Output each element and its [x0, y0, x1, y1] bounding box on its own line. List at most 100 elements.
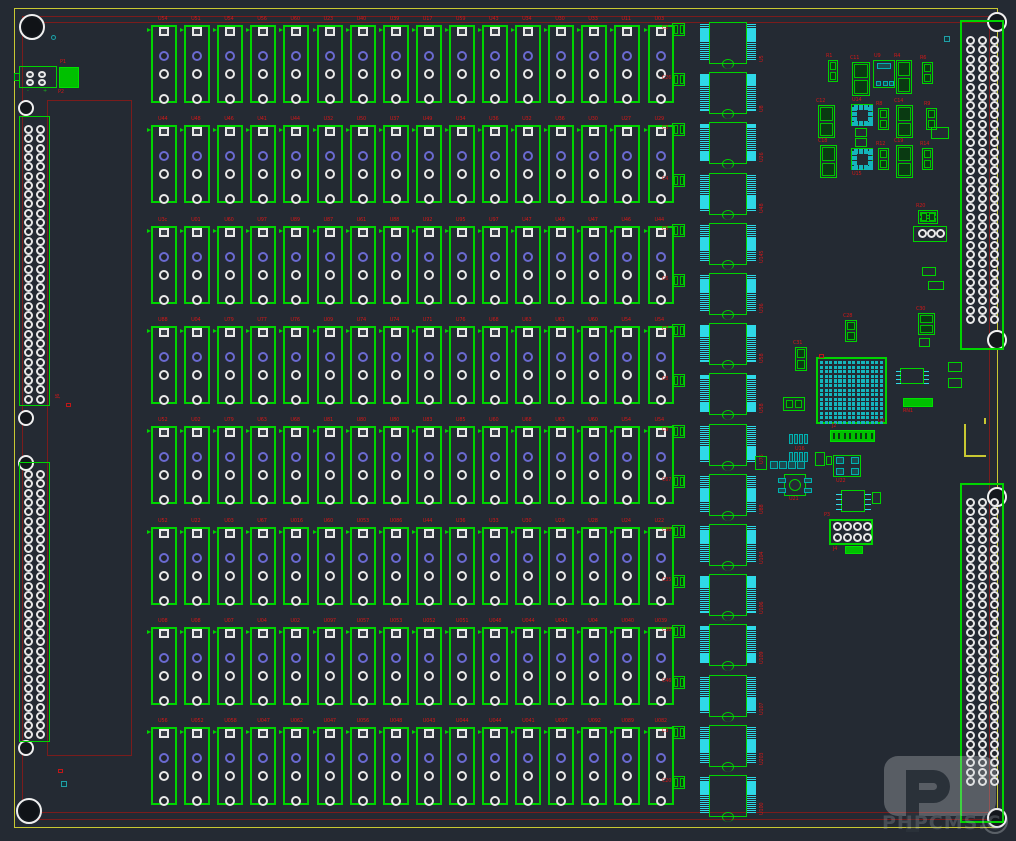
passive-outline[interactable] [818, 105, 835, 138]
socket-outline[interactable] [349, 225, 376, 304]
socket-outline[interactable] [548, 526, 575, 605]
socket-outline[interactable] [184, 727, 211, 806]
passive-outline[interactable] [896, 60, 912, 94]
socket-outline[interactable] [482, 727, 508, 806]
passive-outline[interactable] [872, 492, 881, 504]
socket-outline[interactable] [415, 727, 442, 806]
socket-outline[interactable] [515, 325, 542, 404]
edge-connector-right-upper[interactable] [960, 20, 1004, 350]
socket-outline[interactable] [217, 25, 244, 103]
passive-outline[interactable] [795, 347, 807, 371]
socket-outline[interactable] [448, 426, 475, 505]
socket-outline[interactable] [382, 626, 409, 705]
socket-outline[interactable] [316, 426, 343, 505]
socket-outline[interactable] [250, 125, 277, 204]
ic-body[interactable] [709, 775, 747, 817]
decoupling-cap[interactable] [672, 73, 685, 87]
ic-body[interactable] [709, 172, 747, 215]
socket-outline[interactable] [548, 25, 575, 103]
decoupling-cap[interactable] [672, 625, 685, 639]
socket-outline[interactable] [515, 426, 542, 505]
socket-outline[interactable] [349, 125, 376, 204]
socket-outline[interactable] [415, 325, 442, 404]
socket-outline[interactable] [349, 526, 376, 605]
decoupling-cap[interactable] [672, 776, 685, 789]
socket-outline[interactable] [250, 626, 277, 705]
socket-outline[interactable] [482, 626, 508, 705]
socket-outline[interactable] [415, 426, 442, 505]
passive-outline[interactable] [918, 313, 935, 335]
socket-outline[interactable] [515, 727, 542, 806]
socket-outline[interactable] [184, 225, 211, 304]
socket-outline[interactable] [548, 426, 575, 505]
socket-outline[interactable] [448, 225, 475, 304]
socket-outline[interactable] [647, 125, 674, 204]
socket-outline[interactable] [614, 225, 641, 304]
passive-outline[interactable] [878, 108, 889, 130]
socket-outline[interactable] [184, 325, 211, 404]
socket-outline[interactable] [548, 727, 575, 806]
socket-outline[interactable] [548, 225, 575, 304]
decoupling-cap[interactable] [672, 173, 685, 187]
socket-outline[interactable] [184, 526, 211, 605]
socket-outline[interactable] [415, 25, 442, 103]
passive-outline[interactable] [855, 128, 867, 137]
socket-outline[interactable] [647, 626, 674, 705]
socket-outline[interactable] [482, 426, 508, 505]
socket-outline[interactable] [482, 225, 508, 304]
socket-outline[interactable] [316, 325, 343, 404]
passive-outline[interactable] [896, 145, 913, 178]
socket-outline[interactable] [250, 426, 277, 505]
socket-outline[interactable] [184, 25, 211, 103]
socket-outline[interactable] [382, 325, 409, 404]
passive-outline[interactable] [845, 320, 857, 342]
decoupling-cap[interactable] [672, 725, 685, 739]
socket-outline[interactable] [448, 626, 475, 705]
component-outline[interactable] [833, 455, 861, 477]
edge-connector-left[interactable] [19, 116, 50, 406]
ic-body[interactable] [709, 423, 747, 466]
socket-outline[interactable] [217, 426, 244, 505]
socket-outline[interactable] [548, 626, 575, 705]
socket-outline[interactable] [548, 325, 575, 404]
ic-body[interactable] [709, 524, 747, 566]
socket-outline[interactable] [283, 325, 310, 404]
socket-outline[interactable] [316, 125, 343, 204]
socket-outline[interactable] [316, 626, 343, 705]
socket-outline[interactable] [614, 125, 641, 204]
socket-outline[interactable] [647, 727, 674, 806]
socket-outline[interactable] [448, 526, 475, 605]
passive-block[interactable] [903, 398, 933, 407]
socket-outline[interactable] [581, 225, 608, 304]
socket-outline[interactable] [581, 325, 608, 404]
passive-outline[interactable] [922, 148, 933, 170]
socket-outline[interactable] [184, 626, 211, 705]
socket-outline[interactable] [647, 225, 674, 304]
decoupling-cap[interactable] [672, 324, 685, 338]
socket-outline[interactable] [217, 225, 244, 304]
socket-outline[interactable] [482, 125, 508, 204]
ic-body[interactable] [709, 323, 747, 366]
passive-outline[interactable] [922, 267, 936, 276]
socket-outline[interactable] [382, 225, 409, 304]
socket-outline[interactable] [349, 325, 376, 404]
socket-outline[interactable] [448, 325, 475, 404]
component-outline[interactable] [784, 474, 806, 496]
socket-outline[interactable] [250, 225, 277, 304]
decoupling-cap[interactable] [672, 223, 685, 237]
socket-outline[interactable] [217, 526, 244, 605]
socket-outline[interactable] [250, 727, 277, 806]
socket-outline[interactable] [581, 125, 608, 204]
socket-outline[interactable] [283, 727, 310, 806]
qfn-outline[interactable] [873, 60, 895, 88]
socket-outline[interactable] [316, 727, 343, 806]
ic-body[interactable] [709, 674, 747, 717]
socket-outline[interactable] [316, 225, 343, 304]
socket-outline[interactable] [349, 25, 376, 103]
ic-body[interactable] [709, 273, 747, 315]
passive-outline[interactable] [922, 62, 933, 84]
socket-outline[interactable] [415, 526, 442, 605]
passive-outline[interactable] [919, 338, 930, 347]
decoupling-cap[interactable] [672, 374, 685, 388]
passive-outline[interactable] [918, 210, 938, 224]
